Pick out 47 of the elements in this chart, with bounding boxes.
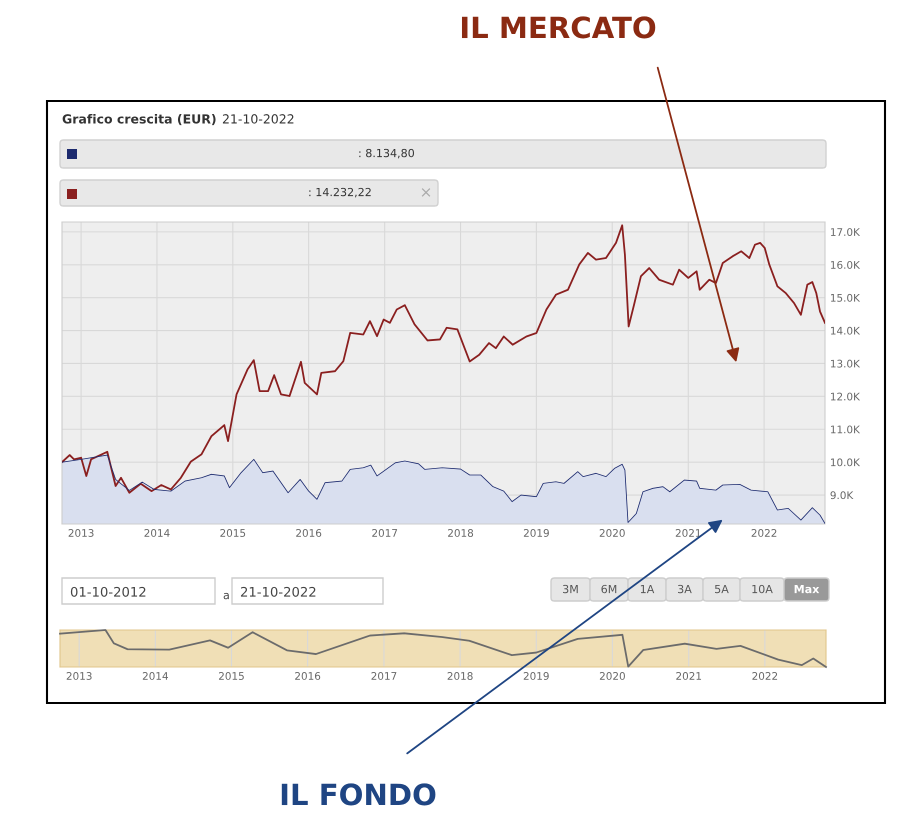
x-tick-label: 2021	[676, 672, 702, 680]
text: 3A	[678, 584, 692, 594]
text: 21-10-2022	[240, 586, 316, 597]
x-tick-label: 2013	[66, 672, 92, 680]
text: 5A	[715, 584, 729, 594]
x-tick-label: 2016	[295, 672, 320, 680]
x-tick-label: 2020	[600, 529, 625, 537]
x-tick-label: 2016	[296, 529, 322, 537]
y-tick-label: 12.0K	[831, 392, 860, 400]
x-tick-label: 2015	[218, 672, 244, 680]
text: a	[224, 592, 229, 600]
chart-title: Grafico crescita (EUR)	[62, 114, 216, 126]
y-tick-label: 14.0K	[831, 326, 860, 335]
text: Max	[794, 584, 820, 594]
text: : 8.134,80	[359, 148, 414, 158]
x-tick-label: 2019	[524, 672, 549, 680]
text: 1A	[640, 584, 654, 594]
text: 01-10-2012	[70, 586, 146, 597]
x-tick-label: 2017	[371, 672, 396, 680]
x-tick-label: 2018	[448, 672, 473, 680]
y-tick-label: 9.0K	[830, 491, 854, 500]
x-tick-label: 2018	[448, 529, 474, 537]
y-tick-label: 10.0K	[831, 458, 860, 466]
x-tick-label: 2017	[372, 529, 398, 537]
line-series	[62, 224, 825, 494]
chart-subtitle: 21-10-2022	[222, 114, 294, 124]
x-tick-label: 2022	[752, 529, 776, 537]
text: : 14.232,22	[309, 188, 371, 198]
text: 6M	[601, 584, 616, 594]
text: IL FONDO	[282, 783, 436, 806]
y-tick-label: 17.0K	[831, 228, 860, 236]
text: 10A	[752, 584, 773, 594]
x-tick-label: 2015	[220, 529, 246, 537]
text: IL MERCATO	[462, 16, 656, 38]
y-tick-label: 16.0K	[831, 260, 860, 269]
x-tick-label: 2014	[144, 529, 170, 537]
x-tick-label: 2022	[752, 672, 778, 680]
text: 3M	[563, 584, 578, 594]
y-tick-label: 11.0K	[831, 425, 860, 434]
x-tick-label: 2020	[600, 672, 625, 680]
y-tick-label: 15.0K	[831, 294, 860, 302]
x-tick-label: 2021	[676, 529, 701, 537]
x-tick-label: 2019	[524, 529, 549, 537]
text: ×	[422, 188, 430, 197]
x-tick-label: 2014	[142, 672, 168, 680]
x-tick-label: 2013	[68, 529, 94, 537]
y-tick-label: 13.0K	[831, 360, 860, 368]
